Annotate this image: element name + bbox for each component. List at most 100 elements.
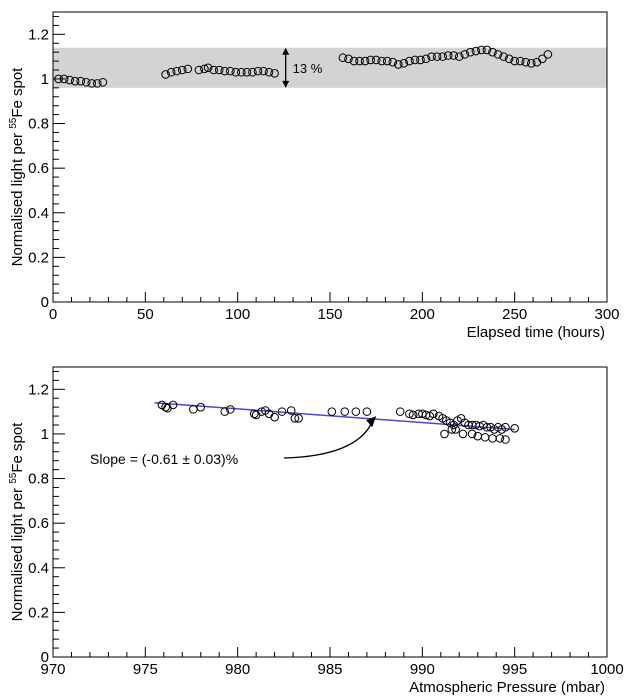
data-point	[477, 45, 486, 55]
x-tick-label: 100	[225, 306, 250, 323]
x-tick-label: 975	[133, 661, 158, 678]
slope-annotation: Slope = (-0.61 ± 0.03)%	[90, 416, 377, 467]
data-point	[405, 409, 414, 419]
data-point	[482, 45, 492, 55]
data-point	[177, 65, 187, 75]
data-point	[81, 77, 91, 87]
data-point	[488, 47, 497, 57]
data-point	[93, 79, 102, 88]
y-tick-label: 1.2	[28, 26, 49, 43]
data-points	[157, 400, 519, 444]
data-point	[270, 412, 279, 422]
data-point	[458, 429, 468, 439]
data-point	[467, 429, 477, 439]
data-point	[408, 410, 418, 420]
data-point	[286, 406, 296, 415]
y-tick-label: 0.4	[28, 205, 49, 222]
x-tick-label: 980	[225, 661, 250, 678]
data-point	[172, 66, 182, 76]
data-point	[499, 52, 508, 61]
data-point	[76, 76, 85, 86]
data-point	[427, 52, 436, 61]
data-point	[242, 67, 252, 77]
data-point	[98, 77, 108, 87]
x-tick-label: 200	[410, 306, 435, 323]
data-point	[443, 51, 453, 60]
x-axis-label: Elapsed time (hours)	[467, 324, 605, 341]
data-point	[495, 434, 505, 443]
plot-frame	[52, 366, 608, 658]
data-point	[526, 59, 536, 68]
data-point	[510, 424, 519, 433]
y-tick-label: 0	[41, 649, 49, 666]
data-point	[194, 65, 204, 75]
x-axis-label: Atmospheric Pressure (mbar)	[409, 679, 605, 696]
y-tick-label: 0.8	[28, 471, 49, 488]
data-point	[355, 56, 364, 66]
data-point	[200, 64, 209, 74]
data-point	[466, 47, 475, 57]
data-point	[196, 402, 206, 412]
data-point	[70, 76, 80, 86]
data-point	[338, 53, 348, 63]
data-point	[270, 69, 279, 78]
data-point	[480, 432, 490, 442]
data-point	[471, 46, 481, 56]
data-point	[447, 425, 457, 434]
data-point	[220, 407, 230, 416]
data-point	[501, 435, 510, 444]
data-point	[394, 60, 403, 69]
data-point	[349, 56, 359, 66]
data-point	[264, 67, 274, 77]
y-tick-label: 1	[41, 426, 49, 443]
y-tick-label: 0.6	[28, 160, 49, 177]
variation-band	[53, 47, 607, 88]
x-tick-label: 995	[502, 661, 527, 678]
data-point	[344, 54, 353, 64]
data-point	[488, 434, 497, 443]
y-tick-label: 0.8	[28, 116, 49, 133]
y-tick-label: 0.2	[28, 604, 49, 621]
data-point	[277, 407, 287, 416]
data-point	[340, 407, 350, 416]
x-tick-label: 50	[137, 306, 154, 323]
data-point	[510, 56, 519, 66]
data-point	[416, 55, 425, 65]
data-point	[521, 57, 531, 67]
data-point	[515, 56, 525, 66]
x-tick-label: 250	[502, 306, 527, 323]
data-point	[225, 66, 235, 76]
data-point	[388, 57, 398, 67]
x-axis-ticks: 0 50 100 150 200 250 300	[49, 292, 620, 323]
data-point	[183, 64, 193, 74]
range-label: 13 %	[293, 61, 323, 76]
data-point	[203, 63, 213, 73]
range-annotation: 13 %	[282, 47, 323, 88]
slope-label: Slope = (-0.61 ± 0.03)%	[90, 451, 238, 467]
y-tick-label: 0	[41, 294, 49, 311]
arrowhead	[366, 416, 377, 428]
data-point	[237, 67, 246, 77]
data-point	[399, 59, 409, 68]
data-point	[294, 414, 303, 423]
data-point	[538, 54, 547, 64]
data-point	[371, 55, 381, 65]
data-points	[54, 45, 553, 88]
data-point	[231, 67, 241, 77]
data-point	[362, 407, 372, 416]
data-point	[454, 52, 464, 61]
data-point	[501, 422, 510, 432]
data-point	[377, 56, 387, 66]
data-point	[405, 56, 414, 66]
data-point	[360, 56, 370, 66]
x-tick-label: 990	[410, 661, 435, 678]
y-axis-label: Normalised light per 55Fe spot	[8, 422, 26, 622]
data-point	[366, 55, 375, 65]
data-point	[189, 405, 198, 414]
x-axis-ticks: 970 975 980 985 990 995 1000	[40, 647, 624, 678]
data-point	[460, 50, 470, 59]
data-point	[209, 65, 218, 75]
slope-arrow	[283, 421, 373, 459]
data-point	[259, 66, 268, 76]
data-point	[327, 407, 337, 416]
